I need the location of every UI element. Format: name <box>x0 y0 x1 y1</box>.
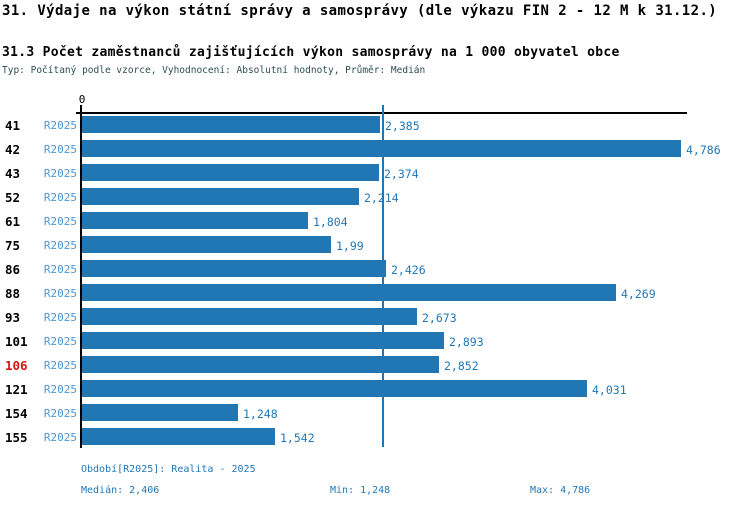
chart-row: 52 R2025 2,214 <box>0 184 750 208</box>
bar <box>82 211 308 229</box>
row-series-label: R2025 <box>43 119 77 132</box>
bar <box>82 163 379 181</box>
x-axis-line <box>76 112 687 114</box>
row-category-label: 154 <box>5 406 28 421</box>
chart-row: 121 R2025 4,031 <box>0 376 750 400</box>
row-series-label: R2025 <box>43 359 77 372</box>
bar <box>82 187 359 205</box>
bar-value-label: 1,99 <box>336 239 364 253</box>
row-category-label: 52 <box>5 190 21 205</box>
chart-rows: 41 R2025 2,385 42 R2025 4,786 43 R2025 2… <box>0 112 750 448</box>
row-series-label: R2025 <box>43 431 77 444</box>
bar <box>82 115 380 133</box>
footer-period: Období[R2025]: Realita - 2025 <box>81 464 256 475</box>
chart-row: 101 R2025 2,893 <box>0 328 750 352</box>
row-category-label: 61 <box>5 214 21 229</box>
bar-value-label: 2,426 <box>391 263 426 277</box>
chart-row: 154 R2025 1,248 <box>0 400 750 424</box>
bar <box>82 235 331 253</box>
bar <box>82 403 238 421</box>
bar <box>82 307 417 325</box>
bar-value-label: 2,385 <box>385 119 420 133</box>
row-category-label: 86 <box>5 262 21 277</box>
bar-value-label: 4,031 <box>592 383 627 397</box>
footer-median: Medián: 2,406 <box>81 485 160 496</box>
row-category-label: 42 <box>5 142 21 157</box>
row-series-label: R2025 <box>43 335 77 348</box>
chart-row: 86 R2025 2,426 <box>0 256 750 280</box>
bar <box>82 331 444 349</box>
row-series-label: R2025 <box>43 215 77 228</box>
footer-max: Max: 4,786 <box>530 485 591 496</box>
row-series-label: R2025 <box>43 191 77 204</box>
chart-row: 155 R2025 1,542 <box>0 424 750 448</box>
report-title: 31. Výdaje na výkon státní správy a samo… <box>2 3 718 19</box>
row-series-label: R2025 <box>43 239 77 252</box>
indicator-meta-line: Typ: Počítaný podle vzorce, Vyhodnocení:… <box>2 65 426 76</box>
row-series-label: R2025 <box>43 167 77 180</box>
bar-value-label: 4,269 <box>621 287 656 301</box>
bar-value-label: 1,542 <box>280 431 315 445</box>
bar-value-label: 2,374 <box>384 167 419 181</box>
bar <box>82 259 386 277</box>
chart-row: 41 R2025 2,385 <box>0 112 750 136</box>
chart-row: 61 R2025 1,804 <box>0 208 750 232</box>
footer-min: Min: 1,248 <box>330 485 391 496</box>
row-category-label: 93 <box>5 310 21 325</box>
row-series-label: R2025 <box>43 311 77 324</box>
row-series-label: R2025 <box>43 263 77 276</box>
row-category-label: 155 <box>5 430 28 445</box>
row-series-label: R2025 <box>43 383 77 396</box>
bar-value-label: 1,804 <box>313 215 348 229</box>
chart-row: 88 R2025 4,269 <box>0 280 750 304</box>
bar-value-label: 2,893 <box>449 335 484 349</box>
chart-row: 43 R2025 2,374 <box>0 160 750 184</box>
row-series-label: R2025 <box>43 143 77 156</box>
row-series-label: R2025 <box>43 287 77 300</box>
chart-row: 93 R2025 2,673 <box>0 304 750 328</box>
row-category-label: 75 <box>5 238 21 253</box>
row-category-label: 41 <box>5 118 21 133</box>
bar <box>82 355 439 373</box>
row-category-label: 43 <box>5 166 21 181</box>
bar-value-label: 2,214 <box>364 191 399 205</box>
x-axis-zero-label: 0 <box>78 93 86 106</box>
bar-value-label: 2,673 <box>422 311 457 325</box>
bar <box>82 379 587 397</box>
bar <box>82 427 275 445</box>
row-category-label: 101 <box>5 334 28 349</box>
chart-row: 75 R2025 1,99 <box>0 232 750 256</box>
row-category-label: 88 <box>5 286 21 301</box>
bar <box>82 283 616 301</box>
indicator-title: 31.3 Počet zaměstnanců zajišťujících výk… <box>2 45 620 60</box>
bar-value-label: 4,786 <box>686 143 721 157</box>
chart-row: 42 R2025 4,786 <box>0 136 750 160</box>
bar <box>82 139 681 157</box>
row-series-label: R2025 <box>43 407 77 420</box>
row-category-label: 121 <box>5 382 28 397</box>
row-category-label: 106 <box>5 358 28 373</box>
y-axis-line <box>80 105 82 448</box>
chart-row: 106 R2025 2,852 <box>0 352 750 376</box>
bar-value-label: 1,248 <box>243 407 278 421</box>
bar-value-label: 2,852 <box>444 359 479 373</box>
